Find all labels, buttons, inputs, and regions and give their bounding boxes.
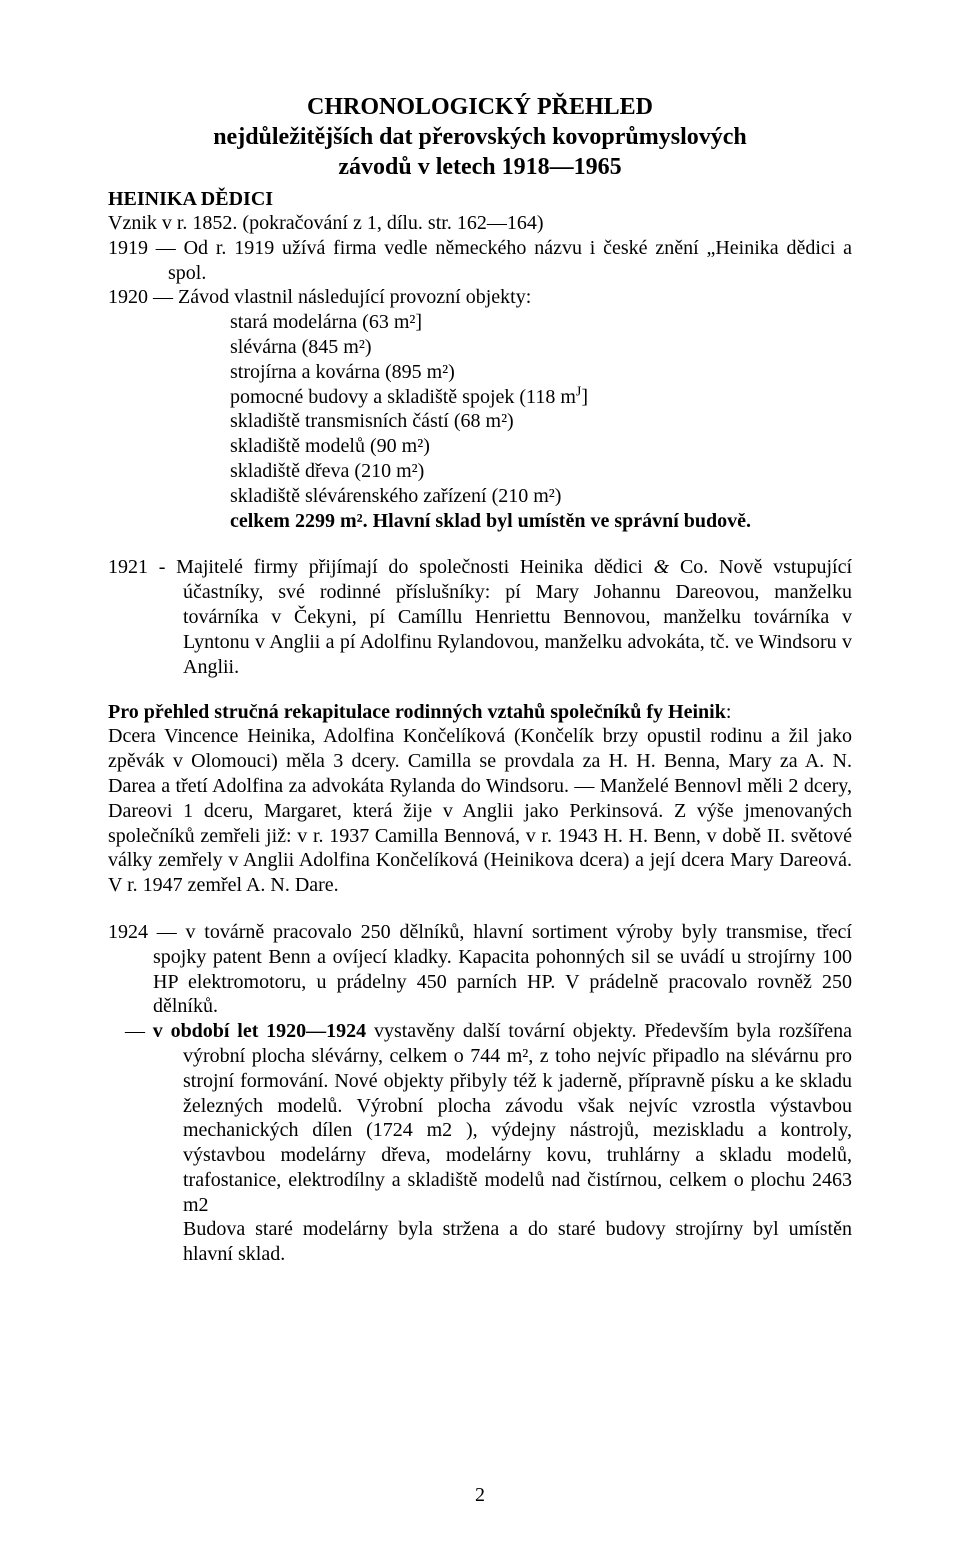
ampersand-italic: & [654,556,670,578]
title-line-1: CHRONOLOGICKÝ PŘEHLED [108,92,852,122]
dash-prefix: — [125,1020,153,1042]
recap-body: Dcera Vincence Heinika, Adolfina Končelí… [108,724,852,898]
dash-rest: vystavěny další tovární objekty. Předevš… [183,1020,852,1216]
page-number: 2 [0,1484,960,1507]
document-page: CHRONOLOGICKÝ PŘEHLED nejdůležitějších d… [0,0,960,1545]
recap-head-colon: : [726,701,732,723]
section-heading-heinika: HEINIKA DĚDICI [108,188,852,211]
vznik-line: Vznik v r. 1852. (pokračování z 1, dílu.… [108,211,852,236]
list-item: skladiště modelů (90 m²) [230,434,852,459]
recap-head-bold: Pro přehled stručná rekapitulace rodinný… [108,701,726,723]
entry-1919-text: 1919 — Od r. 1919 užívá firma vedle něme… [108,237,852,284]
list-item: skladiště slévárenského zařízení (210 m²… [230,484,852,509]
entry-1919: 1919 — Od r. 1919 užívá firma vedle něme… [108,236,852,286]
dash-bold: v období let 1920—1924 [153,1020,366,1042]
list-item: stará modelárna (63 m²] [230,310,852,335]
entry-1920-list: stará modelárna (63 m²] slévárna (845 m²… [108,310,852,533]
list-item: skladiště dřeva (210 m²) [230,459,852,484]
list-item-bold: celkem 2299 m². Hlavní sklad byl umístěn… [230,509,852,534]
list-item: pomocné budovy a skladiště spojek (118 m… [230,385,852,410]
title-line-3: závodů v letech 1918—1965 [108,152,852,182]
entry-1920-intro: 1920 — Závod vlastnil následující provoz… [108,285,852,310]
list-item-part: pomocné budovy a skladiště spojek (118 m [230,386,576,408]
title-line-2: nejdůležitějších dat přerovských kovoprů… [108,122,852,152]
entry-1924: 1924 — v továrně pracovalo 250 dělníků, … [108,920,852,1019]
recap-heading: Pro přehled stručná rekapitulace rodinný… [108,701,852,724]
list-item: strojírna a kovárna (895 m²) [230,360,852,385]
dash-block-1920-1924: — v období let 1920—1924 vystavěny další… [108,1019,852,1217]
entry-1921: 1921 - Majitelé firmy přijímají do spole… [108,555,852,679]
list-item-part: ] [581,386,588,408]
entry-1921-lead: 1921 - Majitelé firmy přijímají do spole… [108,556,654,578]
dash-tail: Budova staré modelárny byla stržena a do… [108,1217,852,1267]
list-item: slévárna (845 m²) [230,335,852,360]
list-item: skladiště transmisních částí (68 m²) [230,409,852,434]
